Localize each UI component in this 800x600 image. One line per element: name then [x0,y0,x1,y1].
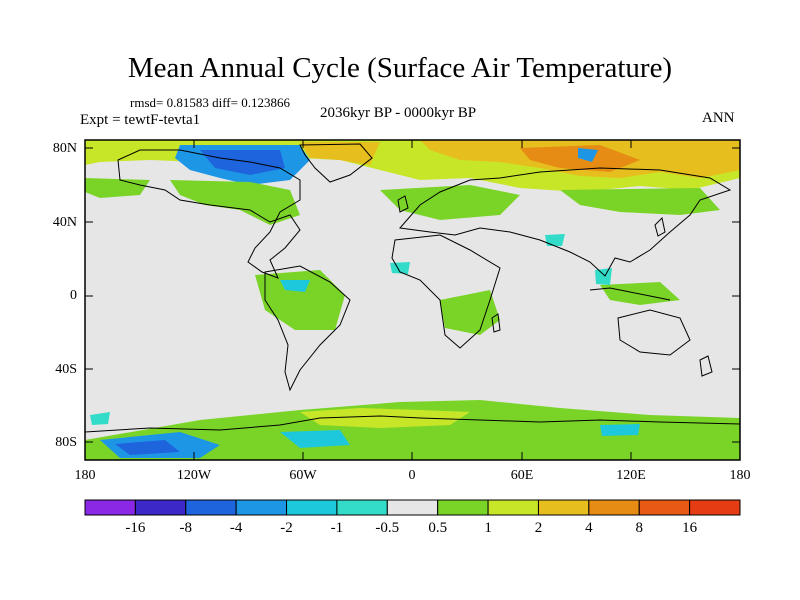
southern-ocean-warm [300,408,470,428]
new-zealand-coast [699,355,713,377]
colorbar-label: 1 [484,520,492,536]
greenland-coast [299,143,373,183]
colorbar-swatch [437,499,489,516]
japan-coast [654,216,666,237]
australia-coast [617,309,691,356]
africa-mild [440,290,500,335]
stats-text: rmsd= 0.81583 diff= 0.123866 [130,95,290,110]
madagascar-coast [491,313,501,333]
southern-ocean-mild [85,400,740,460]
uk-coast [397,195,409,213]
lon-label: 120E [616,468,646,483]
colorbar-swatch [235,499,288,516]
lon-label: 0 [408,468,416,483]
canada-cold-core [200,150,285,175]
lon-label: 120W [176,468,212,483]
colorbar-label: -16 [125,520,146,536]
south-america-cool [280,280,310,292]
colorbar-swatch [185,499,237,516]
lat-label: 40S [55,362,77,377]
indonesia-coast [589,287,671,301]
colorbar-swatch [84,499,136,516]
lat-ticks [85,147,740,443]
coastlines [85,143,740,433]
experiment-label: Expt = tewtF-tevta1 [80,112,201,128]
colorbar-swatch [134,499,187,516]
south-america-coast [264,265,351,392]
antarctica-cold-core [115,440,180,455]
south-america-mild [255,270,345,330]
colorbar-label: -2 [280,520,293,536]
siberia-mild [560,188,720,215]
colorbar-label: 16 [682,520,698,536]
colorbar-swatch [286,499,338,516]
anomaly-fields [85,140,740,460]
lat-label: 80N [52,141,77,156]
colorbar-label: 2 [534,520,543,536]
antarctica-cool-east [280,430,350,448]
season-label: ANN [702,110,735,126]
colorbar-swatch [689,499,741,516]
africa-coast [391,234,501,349]
antarctica-coast [85,415,740,433]
lon-ticks [193,140,632,460]
colorbar-swatch [386,499,439,516]
colorbar-label: 4 [585,520,593,536]
colorbar-label: -4 [229,520,243,536]
india-cool [595,268,612,285]
lon-label: 180 [729,468,751,483]
chart-title: Mean Annual Cycle (Surface Air Temperatu… [127,52,673,84]
sahara-cool [390,262,410,274]
north-america-mild [170,180,300,225]
greenland-warm [300,142,380,165]
colorbar-label: -1 [330,520,344,536]
colorbar-swatch [537,499,590,516]
lat-label: 0 [70,288,77,303]
lon-label: 60W [289,468,317,483]
colorbar-swatch [487,499,539,516]
asia-cool [545,234,565,246]
period-label: 2036kyr BP - 0000kyr BP [320,105,477,121]
colorbar-swatch [638,499,691,516]
colorbar-label: -8 [179,520,193,536]
colorbar-label: 0.5 [428,520,448,536]
lat-label: 40N [52,215,77,230]
lat-label: 80S [55,435,77,450]
siberia-cold-spot [578,148,598,162]
north-america-coast [117,149,301,279]
colorbar-label: 8 [635,520,643,536]
southern-cool-spot [90,412,110,425]
colorbar-label: -0.5 [375,520,400,536]
europe-asia-coast [399,167,732,277]
lon-label: 180 [74,468,96,483]
lon-label: 60E [510,468,534,483]
colorbar-swatch [336,499,388,516]
antarctica-cool-far-east [600,424,640,436]
colorbar-swatch [588,499,640,516]
